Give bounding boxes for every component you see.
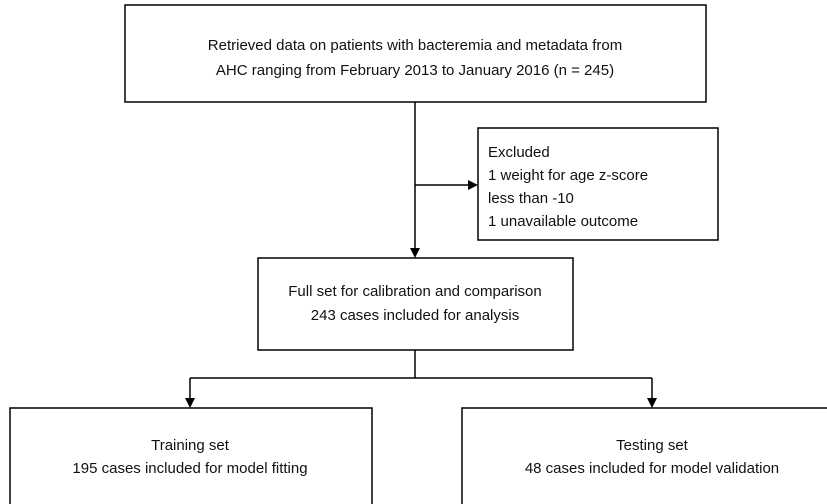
box-text: less than -10	[488, 190, 574, 207]
arrowhead	[647, 398, 657, 408]
box-full-set	[257, 257, 574, 351]
box-text: 1 unavailable outcome	[488, 213, 638, 230]
box-excluded	[477, 127, 719, 241]
box-testing	[461, 407, 827, 504]
box-text: AHC ranging from February 2013 to Januar…	[216, 62, 614, 79]
box-text: 243 cases included for analysis	[311, 307, 519, 324]
box-source	[124, 4, 707, 103]
box-text: 1 weight for age z-score	[488, 167, 648, 184]
box-text: Full set for calibration and comparison	[288, 283, 541, 300]
box-text: Retrieved data on patients with bacterem…	[208, 37, 622, 54]
arrowhead	[185, 398, 195, 408]
box-text: Training set	[151, 437, 230, 454]
box-training	[9, 407, 373, 504]
box-text: 48 cases included for model validation	[525, 460, 779, 477]
box-text: Excluded	[488, 144, 550, 161]
arrowhead	[410, 248, 420, 258]
arrowhead	[468, 180, 478, 190]
box-text: Testing set	[616, 437, 689, 454]
box-text: 195 cases included for model fitting	[72, 460, 307, 477]
